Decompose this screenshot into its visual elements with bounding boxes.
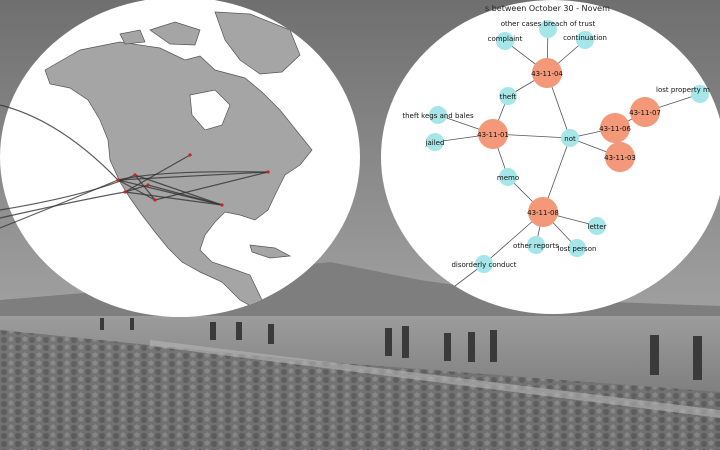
node-label: jailed	[425, 139, 445, 147]
greenland-landmass	[214, 11, 301, 75]
term-node	[539, 20, 557, 38]
term-node	[527, 236, 545, 254]
route-line	[134, 174, 223, 206]
node-label: 43-11-03	[604, 154, 636, 162]
node-label: 43-11-08	[527, 209, 559, 217]
location-point	[123, 190, 127, 194]
node-label: 43-11-04	[531, 70, 563, 78]
location-point	[146, 183, 150, 187]
node-label: memo	[497, 174, 519, 182]
node-label: 43-11-01	[477, 131, 509, 139]
arctic-islands	[119, 21, 201, 46]
location-point	[116, 178, 120, 182]
route-line	[117, 179, 156, 201]
date-node	[605, 142, 635, 172]
term-node	[561, 129, 579, 147]
date-node	[630, 97, 660, 127]
route-line	[124, 154, 191, 193]
date-node	[528, 197, 558, 227]
route-line	[147, 184, 223, 206]
node-label: other cases breach of trust	[501, 20, 596, 28]
network-nodes: 43-11-04 43-11-01 43-11-06 43-11-07 43-11-03…	[402, 20, 710, 273]
date-node	[600, 113, 630, 143]
node-label: lost property m	[656, 86, 710, 94]
node-label: complaint	[488, 35, 523, 43]
location-point	[220, 203, 224, 207]
node-label: not	[564, 135, 576, 143]
node-label: lost person	[558, 245, 597, 253]
date-node	[532, 58, 562, 88]
term-node	[499, 87, 517, 105]
term-node	[426, 133, 444, 151]
north-america-landmass	[44, 41, 313, 311]
field-workers	[100, 318, 702, 380]
route-lines	[0, 104, 270, 229]
route-line	[0, 179, 119, 229]
node-label: theft kegs and bales	[402, 112, 474, 120]
location-point	[153, 198, 157, 202]
node-label: other reports	[513, 242, 559, 250]
term-node	[568, 239, 586, 257]
route-line	[0, 104, 119, 181]
term-node	[691, 85, 709, 103]
node-label: letter	[588, 223, 607, 231]
term-node	[475, 255, 493, 273]
term-node	[499, 168, 517, 186]
location-point	[266, 170, 270, 174]
network-background	[381, 0, 720, 314]
map-panel	[0, 0, 360, 317]
route-line	[117, 171, 269, 181]
cuba	[249, 244, 292, 259]
date-node	[478, 119, 508, 149]
location-point	[133, 173, 137, 177]
hudson-bay	[189, 89, 231, 131]
network-title: s between October 30 - Novem	[485, 4, 610, 13]
route-line	[0, 191, 126, 219]
network-panel: s between October 30 - Novem 43-11-0443-…	[381, 0, 720, 314]
crop-rows	[0, 330, 720, 450]
term-node	[429, 106, 447, 124]
location-point	[188, 153, 192, 157]
term-node	[576, 31, 594, 49]
term-node	[496, 32, 514, 50]
node-label: continuation	[563, 34, 607, 42]
term-node	[588, 217, 606, 235]
node-label: 43-11-06	[599, 125, 631, 133]
route-line	[117, 171, 269, 181]
route-line	[154, 171, 269, 201]
route-line	[124, 191, 223, 206]
node-label: disorderly conduct	[451, 261, 516, 269]
node-label: 43-11-07	[629, 109, 661, 117]
dirt-path	[150, 340, 720, 418]
node-label: theft	[500, 93, 517, 101]
